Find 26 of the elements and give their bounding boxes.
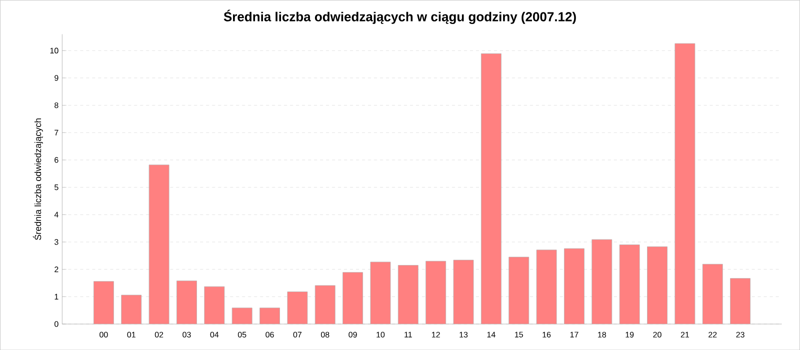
bar — [314, 285, 336, 324]
bar — [287, 291, 308, 324]
bar — [121, 294, 142, 324]
bar — [204, 286, 225, 324]
bar — [647, 246, 668, 324]
bar — [370, 262, 391, 324]
bar — [453, 260, 474, 324]
bar — [342, 272, 363, 324]
bar — [176, 280, 197, 324]
bar — [564, 248, 584, 324]
bar — [702, 264, 723, 324]
bar — [148, 164, 170, 324]
bar — [730, 278, 750, 324]
bar — [232, 308, 252, 324]
bar — [260, 308, 280, 324]
bar — [592, 239, 612, 324]
bar — [536, 250, 557, 324]
bar — [674, 43, 696, 324]
bar — [94, 281, 114, 324]
y-axis-title: Średnia liczba odwiedzających — [32, 118, 43, 240]
bar — [508, 256, 530, 324]
bar — [480, 53, 502, 324]
bar — [619, 244, 640, 324]
chart-title: Średnia liczba odwiedzających w ciągu godziny (2007.12) — [224, 10, 576, 24]
bar — [426, 260, 446, 324]
bar — [398, 264, 418, 324]
